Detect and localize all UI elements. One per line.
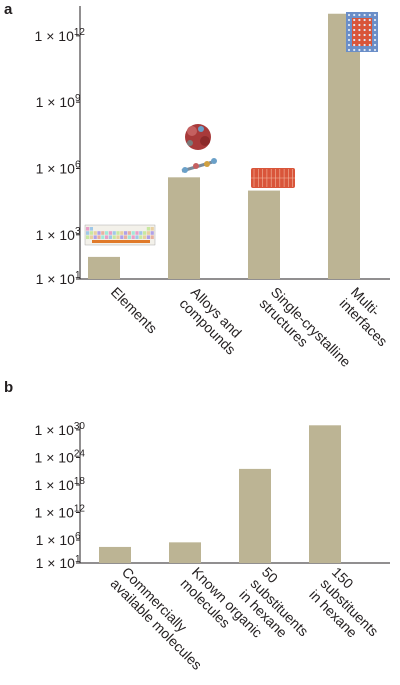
y-tick-label: 1 × 101 <box>36 554 81 571</box>
category-label-line: Elements <box>108 284 161 337</box>
y-tick-label: 1 × 1012 <box>35 504 86 521</box>
y-tick-label: 1 × 101 <box>36 270 81 287</box>
category-label-a-1: Elements <box>108 284 161 337</box>
bar-a-4 <box>328 13 360 279</box>
y-tick-label: 1 × 106 <box>36 531 81 548</box>
crystal-slab-illustration <box>251 168 295 188</box>
panel-label-b: b <box>4 379 13 396</box>
y-tick-label: 1 × 1018 <box>35 476 86 493</box>
bar-a-3 <box>248 190 280 279</box>
bar-b-4 <box>309 425 341 563</box>
bar-a-2 <box>168 177 200 279</box>
bar-a-1 <box>88 256 120 279</box>
molecule-illustration <box>181 124 217 173</box>
bar-b-3 <box>239 468 271 563</box>
bar-b-2 <box>169 542 201 563</box>
y-tick-label: 1 × 106 <box>36 159 81 176</box>
chart-panel-b: 1 × 101 1 × 106 1 × 1012 1 × 1018 1 × 1024 1 … <box>35 421 390 673</box>
periodic-table-illustration <box>84 224 156 246</box>
panel-label-a: a <box>4 1 13 18</box>
y-tick-label: 1 × 1024 <box>35 448 86 465</box>
y-tick-label: 1 × 103 <box>36 226 81 243</box>
y-tick-label: 1 × 109 <box>36 93 81 110</box>
interface-stack-illustration <box>346 12 378 52</box>
chart-panel-a: 1 × 101 1 × 103 1 × 106 1 × 109 1 × 1012 Ele… <box>35 6 391 370</box>
category-label-a-4: Multi-interfaces <box>337 284 391 350</box>
y-tick-label: 1 × 1012 <box>35 27 86 44</box>
bar-b-1 <box>99 546 131 563</box>
y-tick-label: 1 × 1030 <box>35 421 86 438</box>
